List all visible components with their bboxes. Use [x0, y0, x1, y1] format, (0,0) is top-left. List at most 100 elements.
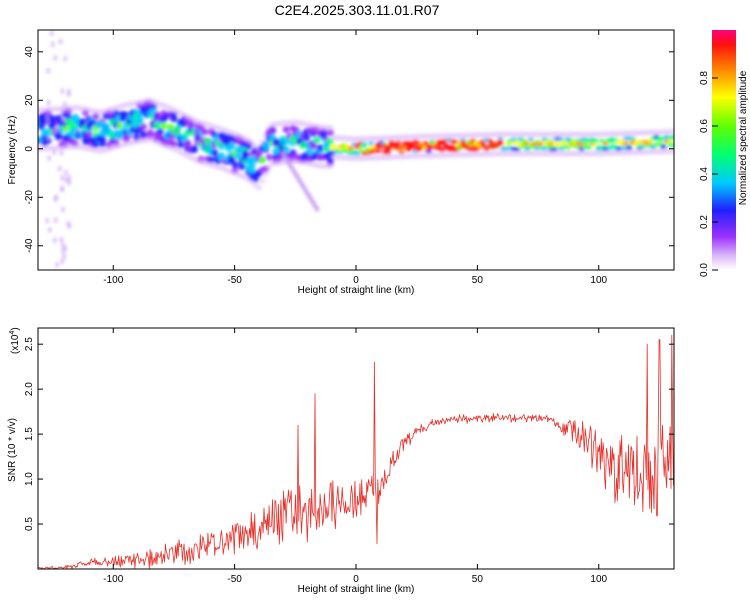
spectrogram-cell	[480, 142, 487, 148]
spectrogram-cell	[184, 140, 191, 148]
spectrogram-ylabel: Frequency (Hz)	[7, 116, 18, 185]
spectrogram-cell	[78, 118, 86, 126]
spectrogram-cell	[180, 134, 188, 142]
spectrogram-edge-cell	[60, 206, 65, 213]
spectrogram-edge-cell	[59, 236, 64, 243]
spectrogram-halo	[262, 171, 269, 177]
spectrogram-cell	[255, 150, 263, 158]
spectrogram-edge-cell	[53, 217, 58, 224]
spectrogram-cell	[385, 150, 391, 155]
spectrogram-cell	[592, 138, 599, 144]
spectrogram-cell	[527, 137, 534, 142]
spectrogram-edge-cell	[46, 99, 51, 106]
spectrogram-edge-cell	[63, 55, 68, 62]
colorbar-tick-label: 0.2	[699, 215, 710, 229]
spectrogram-edge-cell	[45, 114, 50, 121]
spectrogram-halo	[265, 164, 273, 171]
spectrogram-cell	[439, 147, 446, 153]
spectrogram-cell	[85, 131, 93, 139]
snr-multiplier-exponent: 4	[9, 331, 16, 335]
spectrogram-cell	[269, 127, 276, 134]
spectrogram-edge-cell	[46, 135, 51, 142]
spectrogram-halo	[255, 184, 263, 191]
spectrogram-cell	[207, 156, 215, 164]
spectrogram-edge-cell	[47, 155, 52, 162]
x-tick-label: -100	[103, 275, 123, 286]
snr-x-ticks: -100 -50 0 50 100	[103, 328, 608, 585]
spectrogram-edge-cell	[53, 54, 58, 61]
spectrogram-cell	[112, 109, 120, 117]
spectrogram-edge-cell	[55, 126, 59, 133]
spectrogram-cell	[139, 123, 147, 131]
spectrogram-edge-cell	[46, 119, 50, 126]
spectrogram-cell	[99, 135, 107, 143]
snr-xlabel: Height of straight line (km)	[298, 584, 415, 595]
spectrogram-cell	[303, 134, 310, 142]
spectrogram-cell	[102, 123, 110, 130]
colorbar-ticks: 0.0 0.2 0.4 0.6 0.8	[699, 71, 718, 277]
spectrogram-edge-cell	[57, 165, 62, 172]
spectrogram-cell	[228, 143, 236, 150]
spectrogram-edge-cell	[52, 149, 57, 156]
colorbar-tick-label: 0.4	[699, 167, 710, 181]
spectrogram-edge-cell	[46, 67, 51, 74]
colorbar-tick-label: 0.6	[699, 119, 710, 133]
spectrogram-edge-cell	[50, 41, 55, 48]
spectrogram-cell	[156, 128, 164, 135]
snr-panel: -100 -50 0 50 100 0.5 1.0 1.5 2.0 2.5 Height of …	[7, 327, 675, 595]
spectrogram-cell	[374, 149, 381, 154]
spectrogram-edge-cell	[60, 174, 65, 181]
spectrogram-edge-cell	[67, 174, 72, 181]
spectrogram-cell	[235, 152, 242, 160]
spectrogram-cell	[238, 163, 246, 171]
spectrogram-xlabel: Height of straight line (km)	[298, 285, 415, 296]
spectrogram-cell	[282, 145, 290, 153]
snr-ylabel: SNR (10 * v/v)	[7, 418, 18, 482]
spectrogram-edge-cell	[60, 88, 65, 95]
spectrogram-edge-cell	[64, 177, 69, 184]
spectrogram-cell	[670, 143, 674, 148]
spectrogram-cell	[626, 145, 633, 151]
spectrogram-cell	[99, 140, 107, 148]
x-tick-label: -50	[227, 275, 242, 286]
colorbar: 0.0 0.2 0.4 0.6 0.8 Normalized spectral ampl…	[699, 30, 749, 277]
spectrogram-cell	[361, 143, 368, 148]
spectrogram-cell	[622, 141, 629, 146]
spectrogram-halo	[670, 128, 674, 135]
y-tick-label: 20	[24, 94, 35, 106]
spectrogram-cell	[170, 140, 178, 148]
spectrogram-cell	[585, 145, 592, 150]
spectrogram-cell	[146, 129, 154, 137]
spectrogram-cell	[309, 142, 317, 150]
spectrogram-edge-cell	[47, 226, 52, 233]
y-tick-label: -20	[24, 190, 35, 205]
spectrogram-cell	[61, 124, 69, 132]
colorbar-gradient	[712, 30, 736, 270]
spectrogram-cell	[497, 139, 504, 144]
y-tick-label: 0.5	[24, 517, 35, 531]
spectrogram-edge-cell	[55, 261, 60, 268]
spectrogram-cell	[218, 152, 225, 160]
y-tick-label: 0	[24, 146, 35, 152]
spectrogram-cell	[248, 161, 256, 169]
spectrogram-blobs	[38, 30, 674, 268]
spectrogram-halo	[327, 163, 334, 170]
spectrogram-cell	[299, 141, 307, 149]
spectrogram-y-ticks: -40 -20 0 20 40	[24, 46, 674, 253]
spectrogram-cell	[670, 135, 674, 140]
spectrogram-edge-cell	[67, 223, 72, 230]
spectrogram-edge-cell	[52, 237, 57, 244]
spectrogram-cell	[320, 131, 327, 139]
y-tick-label: 40	[24, 46, 35, 58]
x-tick-label: 100	[590, 275, 607, 286]
spectrogram-cell	[252, 175, 259, 183]
spectrogram-cell	[282, 125, 290, 133]
x-tick-label: -50	[227, 574, 242, 585]
spectrogram-cell	[177, 141, 185, 149]
spectrogram-edge-cell	[58, 38, 63, 45]
spectrogram-cell	[160, 122, 168, 130]
y-tick-label: -40	[24, 238, 35, 253]
svg-text:(x104): (x104)	[9, 327, 21, 354]
y-tick-label: 1.0	[24, 472, 35, 486]
